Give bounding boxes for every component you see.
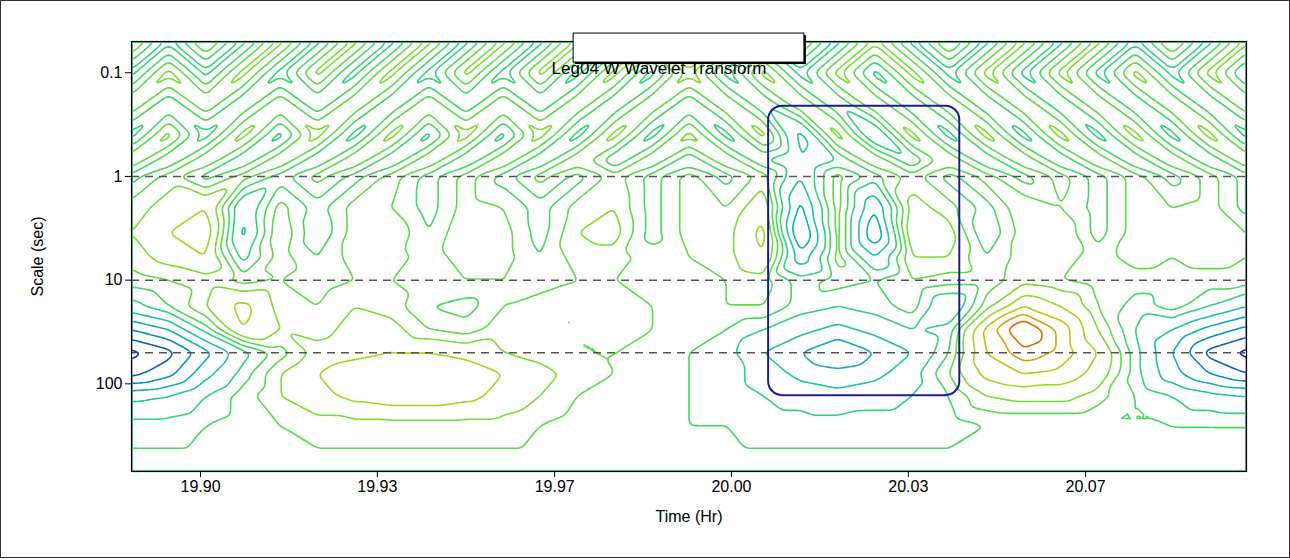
svg-text:20.07: 20.07 [1066, 478, 1106, 495]
svg-text:20.00: 20.00 [711, 478, 751, 495]
svg-text:Time (Hr): Time (Hr) [656, 508, 723, 525]
svg-text:Scale (sec): Scale (sec) [29, 216, 46, 296]
svg-text:19.90: 19.90 [181, 478, 221, 495]
svg-text:Leg04 W Wavelet Transform: Leg04 W Wavelet Transform [552, 59, 767, 78]
svg-text:100: 100 [96, 375, 123, 392]
svg-text:20.03: 20.03 [888, 478, 928, 495]
svg-text:19.97: 19.97 [535, 478, 575, 495]
svg-text:0.1: 0.1 [100, 64, 122, 81]
svg-text:10: 10 [105, 271, 123, 288]
svg-text:1: 1 [114, 168, 123, 185]
svg-text:19.93: 19.93 [357, 478, 397, 495]
